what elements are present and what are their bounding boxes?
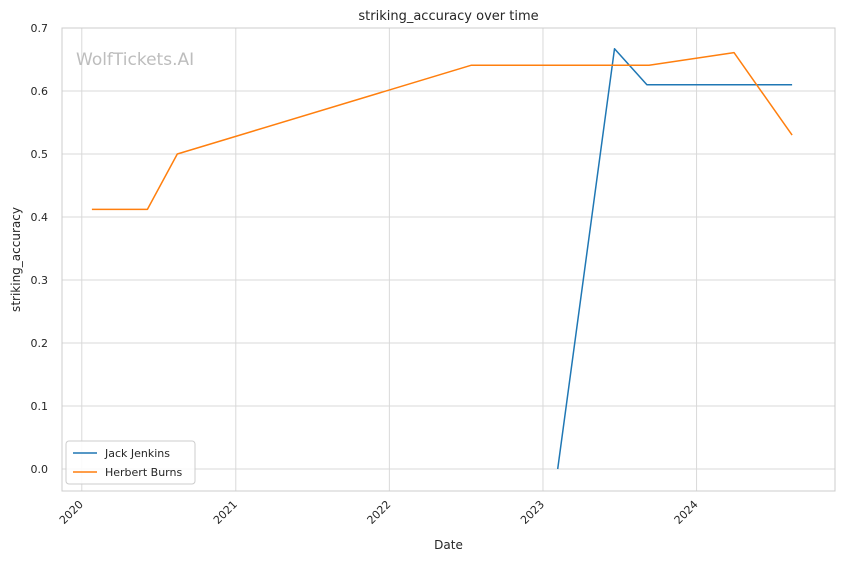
chart-title: striking_accuracy over time (358, 9, 538, 24)
plot-frame (61, 27, 836, 492)
x-axis-label: Date (434, 538, 463, 552)
legend-entry-label: Herbert Burns (105, 466, 182, 479)
y-tick-label: 0.3 (31, 274, 49, 287)
legend: Jack Jenkins Herbert Burns (65, 440, 196, 485)
y-axis-ticks: 0.0 0.1 0.2 0.3 0.4 0.5 0.6 0.7 (31, 22, 49, 476)
y-tick-label: 0.0 (31, 463, 49, 476)
y-tick-label: 0.1 (31, 400, 49, 413)
y-tick-label: 0.6 (31, 85, 49, 98)
y-tick-label: 0.7 (31, 22, 49, 35)
y-tick-label: 0.4 (31, 211, 49, 224)
series-line-jack-jenkins (556, 48, 793, 470)
series-lines (91, 48, 793, 470)
legend-entry-label: Jack Jenkins (104, 447, 170, 460)
y-tick-label: 0.2 (31, 337, 49, 350)
legend-box (65, 440, 196, 485)
watermark-text: WolfTickets.AI (76, 50, 194, 70)
y-tick-label: 0.5 (31, 148, 49, 161)
series-line-herbert-burns (91, 51, 793, 211)
y-axis-label: striking_accuracy (9, 207, 23, 312)
